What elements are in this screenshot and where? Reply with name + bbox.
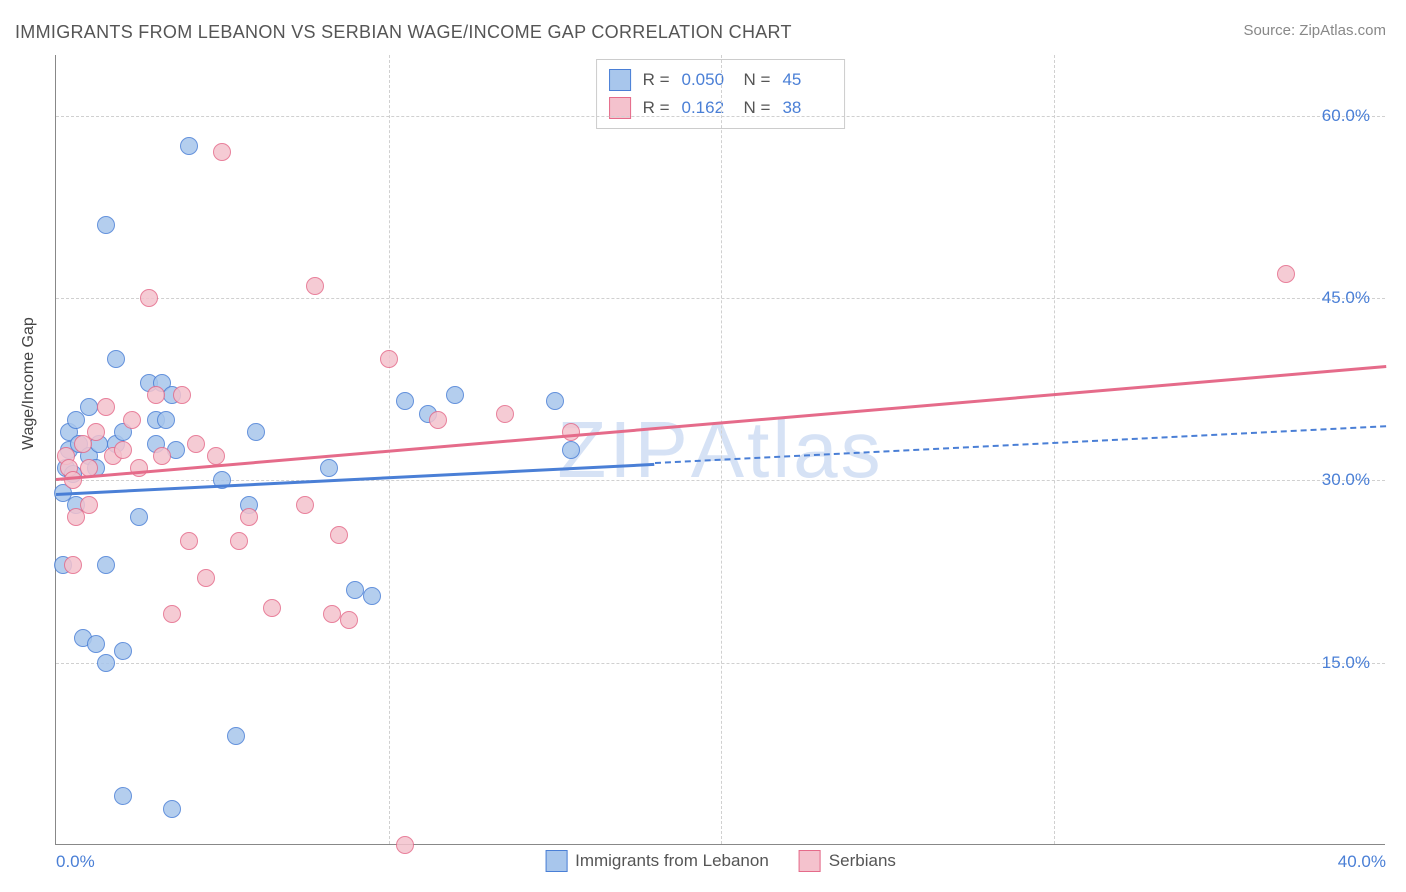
- scatter-point: [107, 350, 125, 368]
- series-legend-item: Immigrants from Lebanon: [545, 850, 769, 872]
- scatter-point: [140, 289, 158, 307]
- scatter-point: [130, 508, 148, 526]
- regression-line-dashed: [654, 426, 1386, 465]
- scatter-point: [163, 605, 181, 623]
- scatter-point: [247, 423, 265, 441]
- y-tick-label: 30.0%: [1322, 470, 1370, 490]
- scatter-point: [562, 423, 580, 441]
- scatter-point: [97, 556, 115, 574]
- scatter-point: [320, 459, 338, 477]
- scatter-point: [87, 635, 105, 653]
- legend-n-value: 45: [782, 70, 832, 90]
- legend-n-label: N =: [744, 70, 771, 90]
- scatter-point: [340, 611, 358, 629]
- y-tick-label: 45.0%: [1322, 288, 1370, 308]
- scatter-point: [130, 459, 148, 477]
- scatter-point: [323, 605, 341, 623]
- y-axis-label: Wage/Income Gap: [20, 317, 38, 450]
- scatter-point: [230, 532, 248, 550]
- scatter-point: [296, 496, 314, 514]
- legend-swatch: [799, 850, 821, 872]
- scatter-point: [97, 654, 115, 672]
- scatter-point: [173, 386, 191, 404]
- legend-r-label: R =: [643, 70, 670, 90]
- scatter-point: [80, 398, 98, 416]
- x-tick-label: 0.0%: [56, 852, 95, 872]
- chart-title: IMMIGRANTS FROM LEBANON VS SERBIAN WAGE/…: [15, 22, 792, 43]
- scatter-point: [180, 137, 198, 155]
- scatter-point: [396, 836, 414, 854]
- scatter-point: [330, 526, 348, 544]
- series-legend: Immigrants from Lebanon Serbians: [545, 850, 896, 872]
- scatter-point: [97, 216, 115, 234]
- scatter-point: [546, 392, 564, 410]
- scatter-point: [147, 386, 165, 404]
- scatter-point: [64, 556, 82, 574]
- scatter-point: [306, 277, 324, 295]
- series-legend-label: Immigrants from Lebanon: [575, 851, 769, 871]
- series-legend-item: Serbians: [799, 850, 896, 872]
- legend-swatch: [545, 850, 567, 872]
- scatter-point: [263, 599, 281, 617]
- scatter-point: [1277, 265, 1295, 283]
- legend-r-value: 0.050: [682, 70, 732, 90]
- scatter-point: [97, 398, 115, 416]
- scatter-point: [496, 405, 514, 423]
- scatter-point: [446, 386, 464, 404]
- scatter-point: [114, 642, 132, 660]
- scatter-point: [346, 581, 364, 599]
- scatter-point: [153, 447, 171, 465]
- scatter-point: [64, 471, 82, 489]
- y-tick-label: 60.0%: [1322, 106, 1370, 126]
- scatter-point: [213, 143, 231, 161]
- scatter-point: [87, 423, 105, 441]
- scatter-point: [429, 411, 447, 429]
- scatter-point: [80, 496, 98, 514]
- legend-swatch: [609, 69, 631, 91]
- scatter-point: [380, 350, 398, 368]
- scatter-point: [240, 508, 258, 526]
- scatter-point: [114, 787, 132, 805]
- x-tick-label: 40.0%: [1338, 852, 1386, 872]
- scatter-point: [187, 435, 205, 453]
- scatter-point: [123, 411, 141, 429]
- scatter-point: [163, 800, 181, 818]
- scatter-point: [396, 392, 414, 410]
- scatter-point: [157, 411, 175, 429]
- scatter-point: [197, 569, 215, 587]
- scatter-point: [207, 447, 225, 465]
- scatter-point: [227, 727, 245, 745]
- plot-area: ZIPAtlas R =0.050N =45R =0.162N =38 Immi…: [55, 55, 1385, 845]
- series-legend-label: Serbians: [829, 851, 896, 871]
- y-tick-label: 15.0%: [1322, 653, 1370, 673]
- scatter-point: [562, 441, 580, 459]
- source-label: Source: ZipAtlas.com: [1243, 22, 1386, 39]
- scatter-point: [114, 441, 132, 459]
- scatter-point: [180, 532, 198, 550]
- scatter-point: [363, 587, 381, 605]
- gridline-vertical: [721, 55, 722, 844]
- gridline-vertical: [1054, 55, 1055, 844]
